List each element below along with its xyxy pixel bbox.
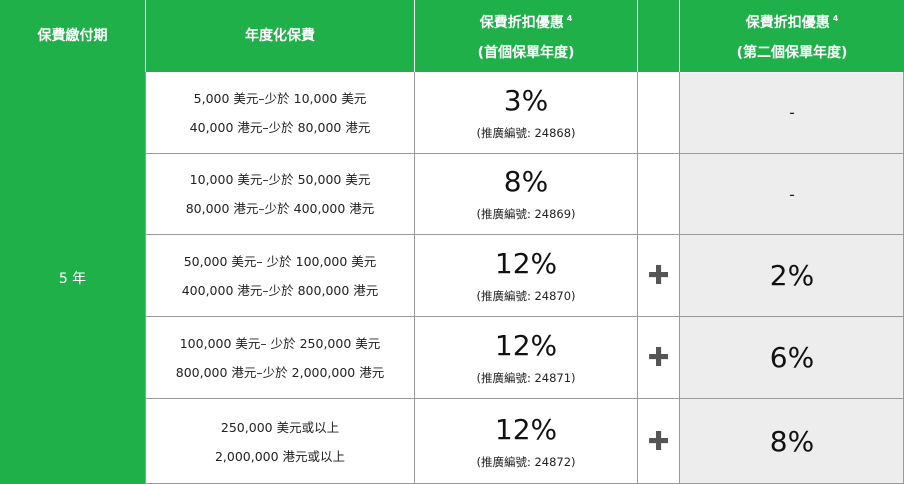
premium-range-hkd: 800,000 港元–少於 2,000,000 港元 bbox=[175, 364, 385, 380]
premium-range-hkd: 400,000 港元–少於 800,000 港元 bbox=[181, 282, 379, 298]
premium-range-usd: 50,000 美元– 少於 100,000 美元 bbox=[183, 253, 377, 269]
second-year-discount: - bbox=[789, 184, 795, 204]
premium-range-usd: 250,000 美元或以上 bbox=[220, 419, 340, 435]
plus-icon: ✚ bbox=[647, 342, 670, 373]
header-first-year-discount-sub: (首個保單年度) bbox=[477, 45, 575, 61]
table-row-4-first-year: 12% (推廣編號: 24871) bbox=[415, 317, 637, 398]
table-row-1-premium: 5,000 美元–少於 10,000 美元 40,000 港元–少於 80,00… bbox=[146, 72, 414, 153]
table-row-3-premium: 50,000 美元– 少於 100,000 美元 400,000 港元–少於 8… bbox=[146, 235, 414, 316]
table-row-4-plus: ✚ bbox=[638, 317, 679, 398]
header-second-year-discount-sub: (第二個保單年度) bbox=[736, 45, 848, 61]
column-divider bbox=[414, 72, 415, 484]
first-year-discount: 8% bbox=[503, 165, 549, 198]
premium-range-hkd: 2,000,000 港元或以上 bbox=[214, 448, 346, 464]
column-divider bbox=[145, 72, 146, 484]
table-row-2-plus bbox=[638, 154, 679, 234]
table-row-1-second-year: - bbox=[680, 72, 904, 153]
table-row-5-second-year: 8% bbox=[680, 399, 904, 484]
column-divider bbox=[637, 72, 638, 484]
footnote-ref: 4 bbox=[566, 14, 573, 23]
table-row-4-second-year: 6% bbox=[680, 317, 904, 398]
payment-term-value: 5 年 bbox=[58, 271, 87, 287]
premium-range-usd: 100,000 美元– 少於 250,000 美元 bbox=[179, 335, 381, 351]
first-year-discount: 12% bbox=[494, 328, 558, 362]
row-divider bbox=[145, 316, 904, 317]
first-year-discount: 3% bbox=[503, 83, 549, 117]
column-divider bbox=[679, 72, 680, 484]
premium-range-hkd: 40,000 港元–少於 80,000 港元 bbox=[189, 119, 371, 135]
row-divider bbox=[145, 234, 904, 235]
table-row-2-premium: 10,000 美元–少於 50,000 美元 80,000 港元–少於 400,… bbox=[146, 154, 414, 234]
plus-icon: ✚ bbox=[647, 260, 670, 291]
promo-code: (推廣編號: 24869) bbox=[476, 207, 576, 221]
promo-code: (推廣編號: 24868) bbox=[476, 125, 576, 140]
table-row-3-first-year: 12% (推廣編號: 24870) bbox=[415, 235, 637, 316]
table-row-3-plus: ✚ bbox=[638, 235, 679, 316]
second-year-discount: 8% bbox=[769, 425, 815, 458]
table-row-5-plus: ✚ bbox=[638, 399, 679, 484]
table-row-4-premium: 100,000 美元– 少於 250,000 美元 800,000 港元–少於 … bbox=[146, 317, 414, 398]
first-year-discount: 12% bbox=[494, 246, 558, 280]
payment-term-cell: 5 年 bbox=[0, 72, 145, 484]
header-payment-term: 保費繳付期 bbox=[0, 0, 145, 72]
table-row-1-first-year: 3% (推廣編號: 24868) bbox=[415, 72, 637, 153]
table-row-2-second-year: - bbox=[680, 154, 904, 234]
promo-code: (推廣編號: 24872) bbox=[476, 454, 576, 469]
header-payment-term-label: 保費繳付期 bbox=[37, 28, 108, 44]
row-divider bbox=[145, 153, 904, 154]
plus-icon: ✚ bbox=[647, 426, 670, 457]
second-year-column-bg bbox=[680, 73, 904, 484]
header-first-year-discount-title: 保費折扣優惠 bbox=[479, 15, 564, 31]
table-row-1-plus bbox=[638, 72, 679, 153]
header-annualized-premium-label: 年度化保費 bbox=[245, 28, 315, 44]
second-year-discount: 6% bbox=[769, 341, 815, 374]
table-row-5-premium: 250,000 美元或以上 2,000,000 港元或以上 bbox=[146, 399, 414, 484]
table-row-2-first-year: 8% (推廣編號: 24869) bbox=[415, 154, 637, 234]
footnote-ref: 4 bbox=[832, 14, 839, 23]
premium-range-usd: 10,000 美元–少於 50,000 美元 bbox=[189, 172, 371, 187]
premium-range-hkd: 80,000 港元–少於 400,000 港元 bbox=[185, 201, 375, 216]
promo-code: (推廣編號: 24870) bbox=[476, 288, 576, 303]
promo-code: (推廣編號: 24871) bbox=[476, 370, 576, 385]
header-second-year-discount-title: 保費折扣優惠 bbox=[745, 15, 830, 31]
second-year-discount: 2% bbox=[769, 259, 815, 292]
first-year-discount: 12% bbox=[494, 412, 558, 446]
header-annualized-premium: 年度化保費 bbox=[146, 0, 414, 72]
table-row-3-second-year: 2% bbox=[680, 235, 904, 316]
second-year-discount: - bbox=[789, 103, 795, 122]
header-second-year-discount: 保費折扣優惠 4 (第二個保單年度) bbox=[680, 0, 904, 72]
header-first-year-discount: 保費折扣優惠 4 (首個保單年度) bbox=[415, 0, 637, 72]
header-plus-column bbox=[638, 0, 679, 72]
premium-range-usd: 5,000 美元–少於 10,000 美元 bbox=[193, 90, 367, 106]
table-row-5-first-year: 12% (推廣編號: 24872) bbox=[415, 399, 637, 484]
row-divider bbox=[145, 398, 904, 399]
